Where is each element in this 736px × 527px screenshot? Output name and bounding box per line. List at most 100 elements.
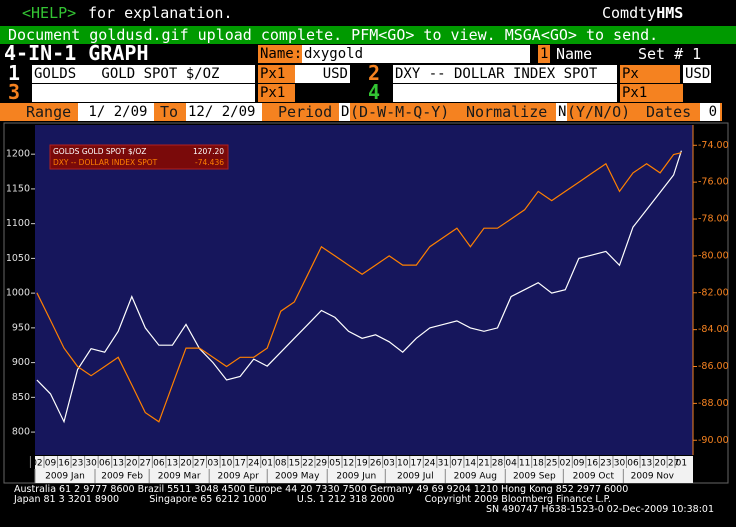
y-tick-label: 1150 — [6, 183, 30, 194]
x-tick-label: 20 — [654, 459, 666, 469]
help-key[interactable]: <HELP> — [22, 4, 77, 22]
source-name: Comdty — [602, 4, 657, 22]
security-number: 4 — [368, 80, 381, 104]
range-bar — [0, 103, 722, 121]
x-tick-label: 30 — [85, 459, 97, 469]
month-label: 2009 Aug — [454, 472, 497, 482]
source-bold: HMS — [656, 4, 684, 22]
x-tick-label: 06 — [99, 459, 111, 469]
x-tick-label: 16 — [587, 459, 599, 469]
x-tick-label: 13 — [167, 459, 178, 469]
y2-tick-label: -90.00 — [698, 435, 729, 446]
month-label: 2009 Mar — [158, 472, 201, 482]
y-tick-label: 1200 — [6, 149, 30, 160]
x-tick-label: 02 — [31, 459, 42, 469]
message-bar — [0, 26, 736, 44]
footer-line: Japan 81 3 3201 8900 Singapore 65 6212 1… — [14, 494, 611, 505]
x-tick-label: 24 — [248, 459, 260, 469]
screen-title: 4-IN-1 GRAPH — [4, 41, 149, 65]
price-field[interactable]: Px1 — [258, 65, 295, 83]
x-tick-label: 15 — [289, 459, 300, 469]
set-label: Set # 1 — [638, 45, 702, 63]
to-label: To — [160, 103, 179, 121]
normalize-options: (Y/N/O) — [567, 103, 631, 121]
currency[interactable]: USD — [683, 65, 711, 83]
field-box[interactable] — [655, 84, 683, 102]
y-tick-label: 950 — [12, 322, 30, 333]
month-label: 2009 Jul — [397, 472, 434, 482]
legend-value: -74.436 — [195, 158, 224, 167]
plot-area — [35, 125, 693, 455]
price-field[interactable]: Px — [620, 65, 680, 83]
x-tick-label: 01 — [262, 459, 273, 469]
month-label: 2009 Jun — [336, 472, 376, 482]
y2-tick-label: -74.00 — [698, 140, 729, 151]
ticker-input[interactable]: GOLDS GOLD SPOT $/OZ — [32, 65, 255, 83]
x-tick-label: 25 — [546, 459, 557, 469]
x-tick-label: 26 — [370, 459, 382, 469]
x-tick-label: 10 — [221, 459, 233, 469]
x-tick-label: 09 — [573, 459, 585, 469]
x-tick-label: 10 — [397, 459, 409, 469]
x-tick-label: 30 — [614, 459, 626, 469]
month-label: 2009 Sep — [513, 472, 556, 482]
end-date[interactable]: 12/ 2/09 — [186, 103, 262, 121]
x-tick-label: 31 — [438, 459, 449, 469]
month-label: 2009 Nov — [631, 472, 675, 482]
y-tick-label: 900 — [12, 357, 30, 368]
footer-line: Australia 61 2 9777 8600 Brazil 5511 304… — [14, 484, 629, 495]
dates-input[interactable]: 0 — [700, 103, 720, 121]
y2-tick-label: -78.00 — [698, 214, 729, 225]
ticker-input[interactable] — [32, 84, 255, 102]
x-tick-label: 20 — [126, 459, 138, 469]
message: Document goldusd.gif upload complete. PF… — [8, 26, 659, 44]
x-tick-label: 09 — [45, 459, 57, 469]
period-input[interactable]: D — [339, 103, 350, 121]
period-label: Period — [278, 103, 333, 121]
security-number: 2 — [368, 61, 381, 85]
name-hint: Name — [556, 45, 593, 63]
x-tick-label: 29 — [316, 459, 328, 469]
x-tick-label: 11 — [519, 459, 530, 469]
normalize-input[interactable]: N — [556, 103, 567, 121]
y2-tick-label: -86.00 — [698, 361, 729, 372]
x-tick-label: 27 — [668, 459, 679, 469]
y2-tick-label: -80.00 — [698, 250, 729, 261]
name-index[interactable]: 1 — [538, 45, 550, 63]
x-tick-label: 16 — [58, 459, 70, 469]
x-tick-label: 03 — [383, 459, 394, 469]
start-date[interactable]: 1/ 2/09 — [78, 103, 154, 121]
security-number: 3 — [8, 80, 21, 104]
x-tick-label: 20 — [180, 459, 192, 469]
ticker-input[interactable]: DXY -- DOLLAR INDEX SPOT — [393, 65, 617, 83]
x-tick-label: 27 — [140, 459, 151, 469]
x-tick-label: 17 — [411, 459, 422, 469]
legend-entry: DXY -- DOLLAR INDEX SPOT — [53, 158, 158, 167]
y-tick-label: 1050 — [6, 253, 30, 264]
y2-tick-label: -88.00 — [698, 398, 729, 409]
y-tick-label: 1000 — [6, 288, 30, 299]
currency[interactable]: USD — [295, 65, 350, 83]
y-tick-label: 800 — [12, 427, 30, 438]
security-number: 1 — [8, 61, 21, 85]
normalize-label: Normalize — [466, 103, 548, 121]
y2-tick-label: -84.00 — [698, 324, 729, 335]
ticker-input[interactable] — [393, 84, 617, 102]
x-tick-label: 19 — [356, 459, 368, 469]
month-label: 2009 Feb — [101, 472, 143, 482]
month-label: 2009 Oct — [573, 472, 615, 482]
series-line — [36, 150, 682, 424]
y-tick-label: 850 — [12, 392, 30, 403]
x-tick-label: 04 — [505, 459, 517, 469]
x-tick-label: 22 — [302, 459, 313, 469]
name-input[interactable]: dxygold — [302, 45, 530, 63]
y2-tick-label: -76.00 — [698, 177, 729, 188]
legend — [49, 144, 229, 170]
x-tick-label: 01 — [676, 459, 687, 469]
x-tick-label: 13 — [112, 459, 123, 469]
price-field[interactable]: Px1 — [258, 84, 295, 102]
x-tick-label: 21 — [478, 459, 489, 469]
price-field[interactable]: Px1 — [620, 84, 655, 102]
x-tick-label: 28 — [492, 459, 504, 469]
